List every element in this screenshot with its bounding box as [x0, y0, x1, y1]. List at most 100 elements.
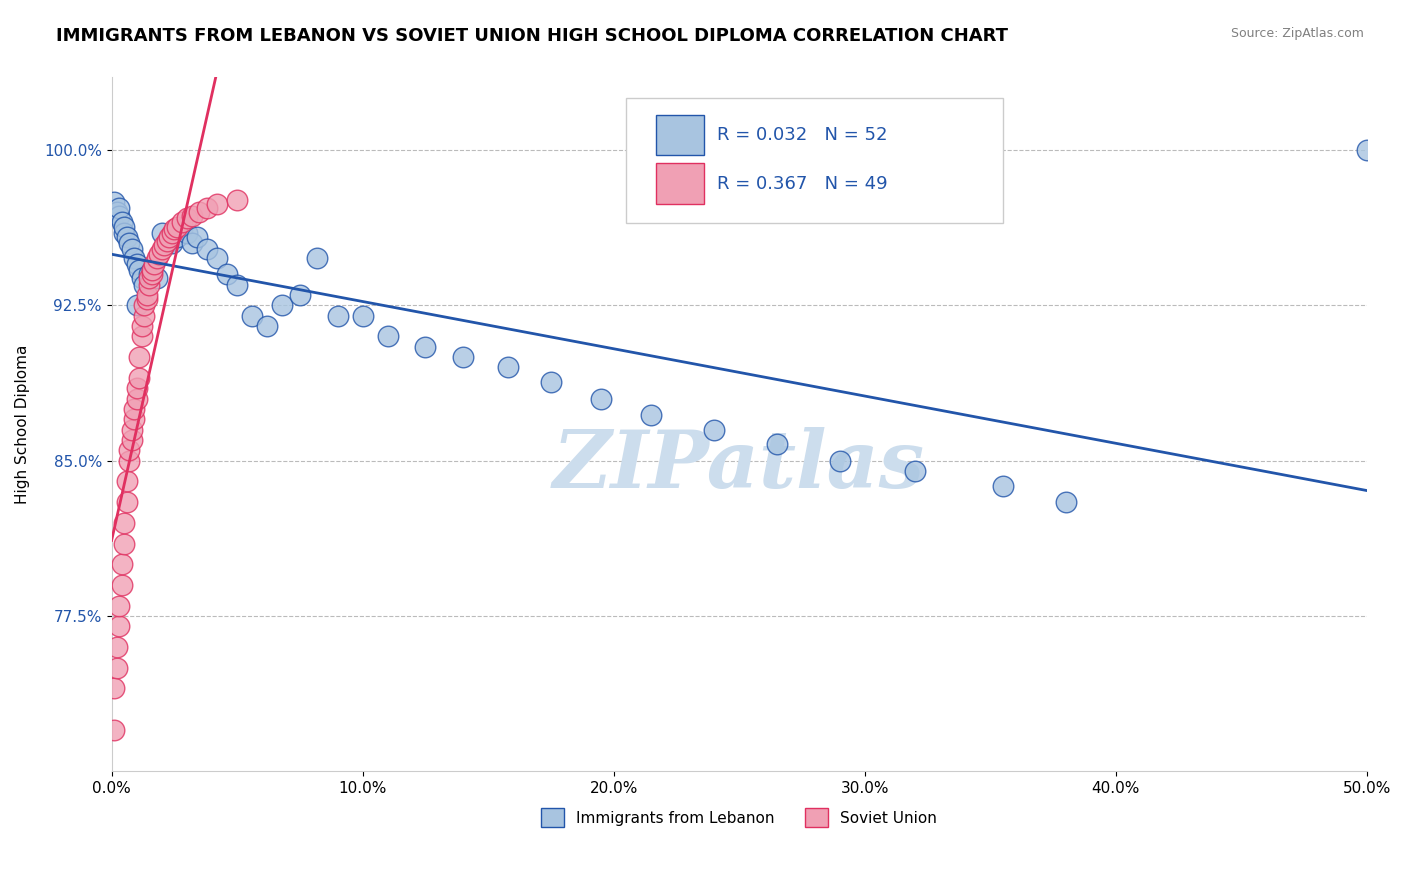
Point: [103, 194, 125, 209]
Point: [103, 723, 125, 737]
Point: [326, 309, 349, 323]
Point: [188, 205, 211, 219]
Point: [125, 257, 148, 271]
Point: [240, 309, 263, 323]
Point: [112, 226, 135, 240]
Point: [138, 277, 160, 292]
Point: [115, 475, 138, 489]
Point: [904, 464, 927, 478]
Bar: [657, 163, 704, 203]
Point: [118, 236, 141, 251]
Point: [121, 423, 143, 437]
Point: [170, 221, 193, 235]
Point: [134, 277, 156, 292]
Text: ZIPatlas: ZIPatlas: [553, 427, 925, 505]
Point: [205, 196, 228, 211]
Point: [111, 578, 134, 592]
Point: [640, 408, 662, 422]
Point: [150, 226, 173, 240]
Text: IMMIGRANTS FROM LEBANON VS SOVIET UNION HIGH SCHOOL DIPLOMA CORRELATION CHART: IMMIGRANTS FROM LEBANON VS SOVIET UNION …: [56, 27, 1008, 45]
Point: [134, 309, 156, 323]
Point: [118, 453, 141, 467]
Point: [112, 536, 135, 550]
Point: [156, 234, 179, 248]
Point: [135, 292, 157, 306]
Point: [115, 230, 138, 244]
Point: [121, 433, 143, 447]
Point: [128, 371, 150, 385]
Point: [111, 215, 134, 229]
Point: [157, 230, 180, 244]
Point: [153, 238, 176, 252]
Point: [108, 201, 131, 215]
Point: [766, 437, 789, 451]
Point: [112, 219, 135, 234]
Point: [176, 226, 198, 240]
Point: [146, 271, 169, 285]
Text: R = 0.032   N = 52: R = 0.032 N = 52: [717, 126, 887, 144]
Point: [160, 226, 183, 240]
Point: [256, 318, 278, 333]
Point: [125, 381, 148, 395]
Text: Source: ZipAtlas.com: Source: ZipAtlas.com: [1230, 27, 1364, 40]
Point: [122, 412, 145, 426]
Point: [128, 263, 150, 277]
Point: [105, 205, 128, 219]
Point: [131, 329, 153, 343]
Point: [703, 423, 725, 437]
Bar: [657, 115, 704, 155]
Point: [125, 392, 148, 406]
FancyBboxPatch shape: [626, 98, 1002, 223]
Point: [991, 478, 1014, 492]
Point: [131, 318, 153, 333]
Point: [138, 267, 160, 281]
Point: [131, 271, 153, 285]
Point: [288, 288, 311, 302]
Point: [141, 267, 163, 281]
Point: [108, 619, 131, 633]
Point: [143, 257, 166, 271]
Point: [166, 219, 188, 234]
Point: [111, 558, 134, 572]
Point: [134, 298, 156, 312]
Point: [150, 243, 173, 257]
Point: [108, 599, 131, 613]
Point: [271, 298, 294, 312]
Point: [205, 251, 228, 265]
Point: [115, 495, 138, 509]
Point: [141, 263, 163, 277]
Point: [122, 401, 145, 416]
Point: [1054, 495, 1077, 509]
Point: [496, 360, 519, 375]
Point: [170, 215, 193, 229]
Point: [307, 251, 329, 265]
Point: [451, 350, 474, 364]
Y-axis label: High School Diploma: High School Diploma: [15, 344, 30, 504]
Point: [181, 236, 204, 251]
Point: [128, 350, 150, 364]
Point: [118, 443, 141, 458]
Point: [195, 201, 218, 215]
Point: [195, 243, 218, 257]
Point: [103, 681, 125, 696]
Point: [166, 230, 188, 244]
Point: [217, 267, 239, 281]
Text: R = 0.367   N = 49: R = 0.367 N = 49: [717, 175, 887, 193]
Point: [135, 288, 157, 302]
Point: [141, 263, 163, 277]
Point: [226, 277, 249, 292]
Point: [108, 209, 131, 223]
Point: [156, 236, 179, 251]
Point: [540, 375, 562, 389]
Point: [105, 661, 128, 675]
Point: [160, 236, 183, 251]
Legend: Immigrants from Lebanon, Soviet Union: Immigrants from Lebanon, Soviet Union: [536, 802, 943, 833]
Point: [377, 329, 399, 343]
Point: [176, 211, 198, 226]
Point: [186, 230, 208, 244]
Point: [112, 516, 135, 530]
Point: [352, 309, 374, 323]
Point: [828, 453, 851, 467]
Point: [415, 340, 437, 354]
Point: [138, 271, 160, 285]
